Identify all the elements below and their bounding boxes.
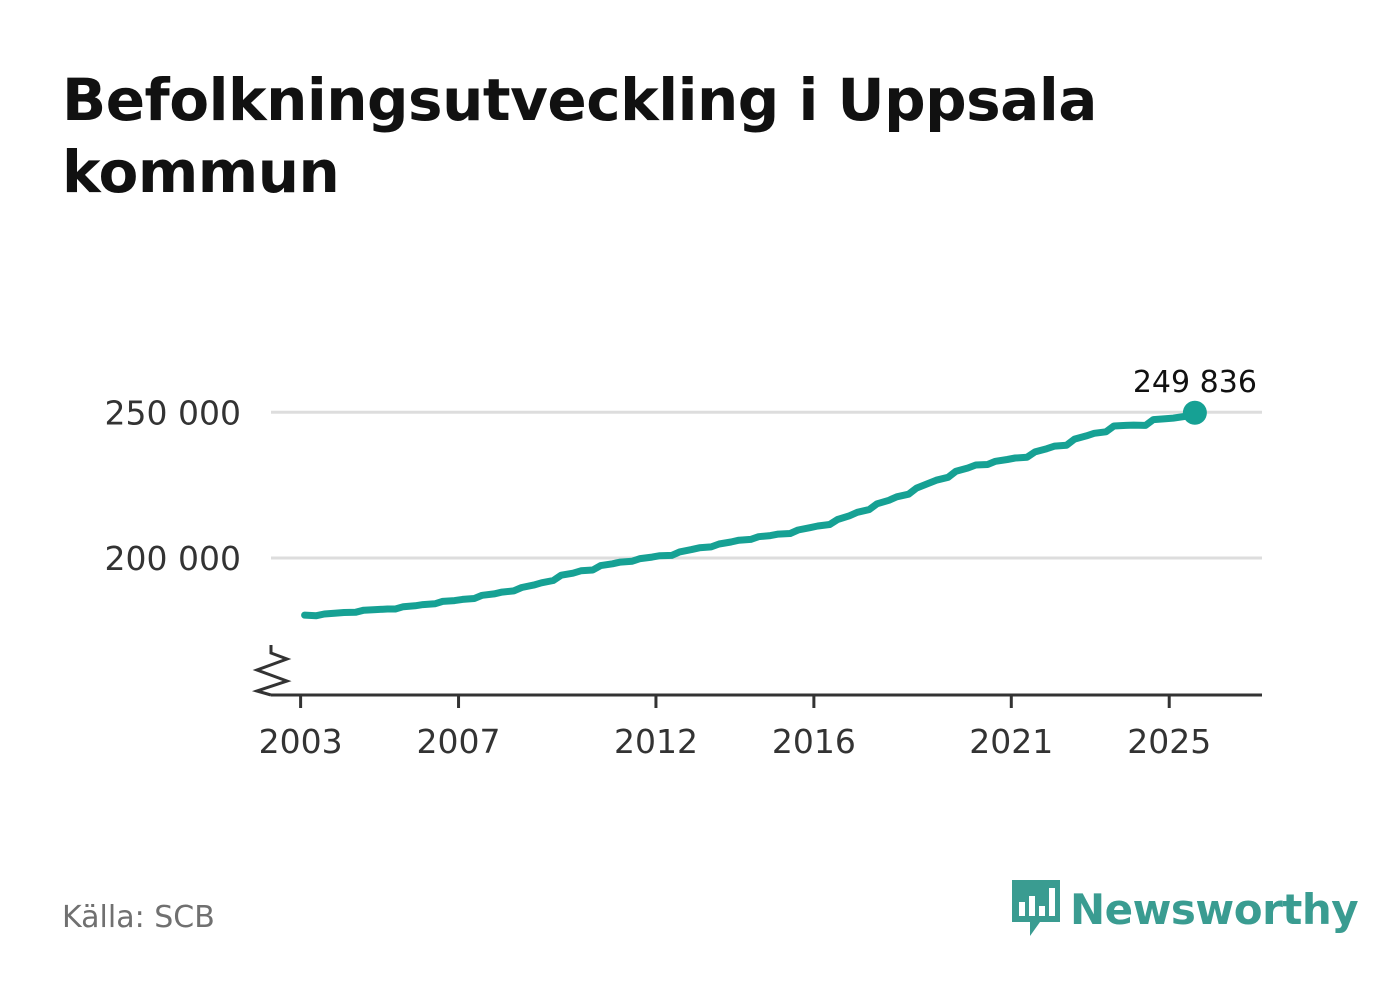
x-tick-label: 2012 <box>614 722 698 761</box>
source-note: Källa: SCB <box>62 900 215 935</box>
x-tick-label: 2003 <box>259 722 343 761</box>
x-tick-label: 2007 <box>417 722 501 761</box>
chart-title: Befolkningsutveckling i Uppsala kommun <box>62 66 1097 206</box>
bar-chart-speech-bubble-icon <box>1012 880 1060 936</box>
x-tick-label: 2016 <box>772 722 856 761</box>
brand-logo: Newsworthy <box>1010 878 1359 940</box>
end-point-marker <box>1182 400 1207 425</box>
x-tick-label: 2025 <box>1127 722 1211 761</box>
y-tick-label: 200 000 <box>105 539 241 578</box>
y-axis-ticks: 200 000 250 000 <box>105 393 241 578</box>
brand-name: Newsworthy <box>1070 884 1359 934</box>
y-tick-label: 250 000 <box>105 393 241 432</box>
x-axis-ticks: 2003 2007 2012 2016 2021 2025 <box>259 695 1211 761</box>
axis-break-icon <box>251 645 292 697</box>
x-tick-label: 2021 <box>969 722 1053 761</box>
axes <box>251 645 1262 697</box>
grid-lines <box>271 410 1262 560</box>
end-value-label: 249 836 <box>1133 365 1257 400</box>
series-line <box>301 409 1199 620</box>
